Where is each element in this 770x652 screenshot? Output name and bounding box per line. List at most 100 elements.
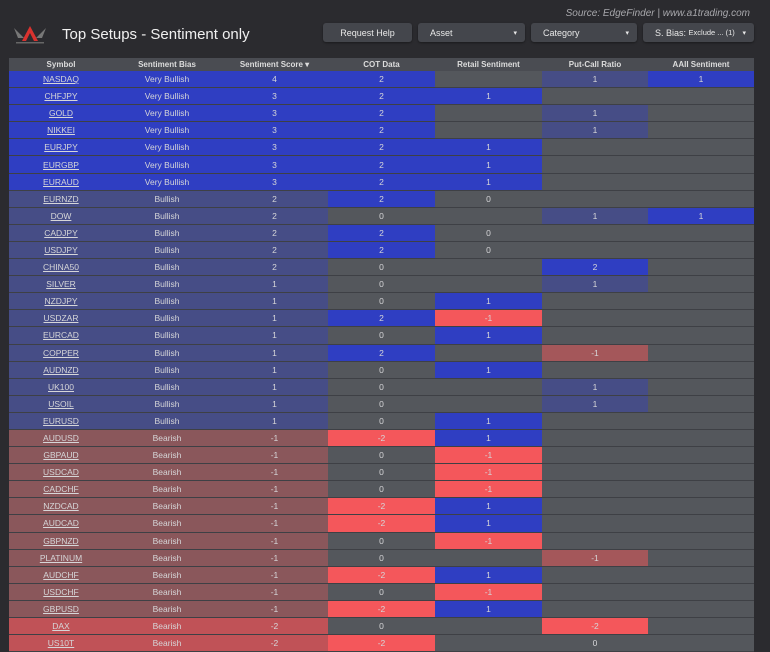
sentiment-score-cell: 3	[221, 156, 328, 173]
sentiment-bias-dropdown[interactable]: S. Bias: Exclude ... (1) ▾	[643, 23, 754, 42]
symbol-link[interactable]: GOLD	[9, 105, 113, 122]
put-call-ratio-cell	[542, 447, 648, 464]
symbol-link[interactable]: USOIL	[9, 395, 113, 412]
symbol-text[interactable]: UK100	[48, 381, 74, 392]
symbol-link[interactable]: USDZAR	[9, 310, 113, 327]
symbol-text[interactable]: SILVER	[46, 279, 76, 290]
symbol-link[interactable]: AUDCAD	[9, 515, 113, 532]
symbol-text[interactable]: AUDUSD	[43, 433, 79, 444]
symbol-link[interactable]: US10T	[9, 635, 113, 652]
symbol-link[interactable]: GBPNZD	[9, 532, 113, 549]
caret-down-icon: ▾	[742, 29, 746, 37]
column-header[interactable]: Put-Call Ratio	[568, 60, 622, 69]
symbol-link[interactable]: EURCAD	[9, 327, 113, 344]
category-label: Category	[543, 27, 580, 38]
symbol-link[interactable]: CHINA50	[9, 259, 113, 276]
symbol-text[interactable]: USDJPY	[44, 244, 78, 255]
column-header[interactable]: Sentiment Bias	[138, 60, 196, 69]
symbol-link[interactable]: USDJPY	[9, 241, 113, 259]
symbol-link[interactable]: USDCAD	[9, 464, 113, 481]
retail-sentiment-cell: 1	[435, 156, 542, 173]
sentiment-score-cell: -1	[221, 447, 328, 464]
symbol-text[interactable]: DOW	[50, 210, 72, 221]
symbol-text[interactable]: AUDCAD	[43, 518, 79, 529]
cot-data-cell: 2	[328, 344, 435, 361]
symbol-link[interactable]: SILVER	[9, 276, 113, 293]
sentiment-bias-cell: Very Bullish	[113, 156, 221, 173]
symbol-text[interactable]: PLATINUM	[39, 552, 83, 563]
cot-data-cell: -2	[328, 566, 435, 583]
symbol-text[interactable]: EURJPY	[44, 142, 78, 153]
table-row: USDZAR Bullish 1 2 -1	[9, 310, 754, 328]
symbol-text[interactable]: GBPAUD	[43, 450, 79, 461]
symbol-text[interactable]: GBPUSD	[43, 603, 79, 614]
symbol-text[interactable]: US10T	[47, 638, 75, 649]
symbol-link[interactable]: USDCHF	[9, 583, 113, 600]
symbol-link[interactable]: CHFJPY	[9, 88, 113, 105]
symbol-text[interactable]: NZDJPY	[44, 296, 78, 307]
symbol-text[interactable]: AUDNZD	[43, 364, 79, 375]
column-header[interactable]: Retail Sentiment	[457, 60, 520, 69]
symbol-text[interactable]: EURNZD	[43, 193, 79, 204]
symbol-link[interactable]: DAX	[9, 618, 113, 635]
symbol-link[interactable]: COPPER	[9, 344, 113, 361]
symbol-link[interactable]: NZDJPY	[9, 293, 113, 310]
table-row: AUDCAD Bearish -1 -2 1	[9, 515, 754, 533]
symbol-text[interactable]: NIKKEI	[47, 125, 75, 136]
symbol-link[interactable]: NZDCAD	[9, 498, 113, 515]
symbol-link[interactable]: CADCHF	[9, 481, 113, 498]
symbol-text[interactable]: USDCHF	[43, 586, 79, 597]
symbol-text[interactable]: EURUSD	[43, 415, 79, 426]
asset-dropdown[interactable]: Asset ▾	[418, 23, 525, 42]
cot-data-cell: 0	[328, 549, 435, 566]
symbol-link[interactable]: GBPUSD	[9, 600, 113, 617]
symbol-link[interactable]: UK100	[9, 378, 113, 395]
category-dropdown[interactable]: Category ▾	[531, 23, 637, 42]
symbol-link[interactable]: NASDAQ	[9, 71, 113, 88]
cot-data-cell: -2	[328, 600, 435, 617]
table-row: EURCAD Bullish 1 0 1	[9, 327, 754, 345]
symbol-link[interactable]: EURUSD	[9, 412, 113, 429]
symbol-link[interactable]: EURAUD	[9, 173, 113, 190]
request-help-button[interactable]: Request Help	[323, 23, 412, 42]
symbol-link[interactable]: EURGBP	[9, 156, 113, 173]
symbol-text[interactable]: GOLD	[48, 108, 74, 119]
symbol-text[interactable]: CHFJPY	[44, 91, 78, 102]
symbol-text[interactable]: NASDAQ	[43, 74, 79, 85]
symbol-link[interactable]: DOW	[9, 207, 113, 224]
column-header[interactable]: AAII Sentiment	[672, 60, 730, 69]
symbol-text[interactable]: COPPER	[43, 347, 79, 358]
symbol-text[interactable]: AUDCHF	[43, 569, 79, 580]
retail-sentiment-cell	[435, 207, 542, 224]
column-header[interactable]: Symbol	[46, 60, 76, 69]
symbol-text[interactable]: USOIL	[48, 398, 74, 409]
symbol-text[interactable]: USDZAR	[43, 313, 79, 324]
symbol-link[interactable]: CADJPY	[9, 224, 113, 241]
column-header[interactable]: Sentiment Score ▾	[239, 60, 310, 69]
sentiment-bias-cell: Bearish	[113, 429, 221, 447]
retail-sentiment-cell	[435, 344, 542, 361]
symbol-link[interactable]: AUDUSD	[9, 429, 113, 447]
symbol-link[interactable]: GBPAUD	[9, 447, 113, 464]
column-header[interactable]: COT Data	[363, 60, 400, 69]
symbol-text[interactable]: CADCHF	[43, 484, 79, 495]
sentiment-bias-cell: Bullish	[113, 395, 221, 412]
symbol-link[interactable]: AUDNZD	[9, 361, 113, 378]
symbol-text[interactable]: GBPNZD	[43, 535, 79, 546]
symbol-link[interactable]: PLATINUM	[9, 549, 113, 566]
symbol-text[interactable]: EURGBP	[43, 159, 79, 170]
symbol-text[interactable]: DAX	[52, 621, 70, 632]
symbol-text[interactable]: EURCAD	[43, 330, 79, 341]
symbol-link[interactable]: AUDCHF	[9, 566, 113, 583]
symbol-link[interactable]: EURJPY	[9, 139, 113, 156]
symbol-text[interactable]: NZDCAD	[43, 501, 79, 512]
put-call-ratio-cell	[542, 241, 648, 259]
symbol-text[interactable]: CHINA50	[43, 262, 79, 273]
symbol-text[interactable]: USDCAD	[43, 467, 79, 478]
sentiment-bias-cell: Very Bullish	[113, 88, 221, 105]
symbol-text[interactable]: CADJPY	[44, 227, 78, 238]
retail-sentiment-cell: 1	[435, 88, 542, 105]
symbol-text[interactable]: EURAUD	[43, 176, 79, 187]
symbol-link[interactable]: NIKKEI	[9, 122, 113, 139]
symbol-link[interactable]: EURNZD	[9, 190, 113, 207]
